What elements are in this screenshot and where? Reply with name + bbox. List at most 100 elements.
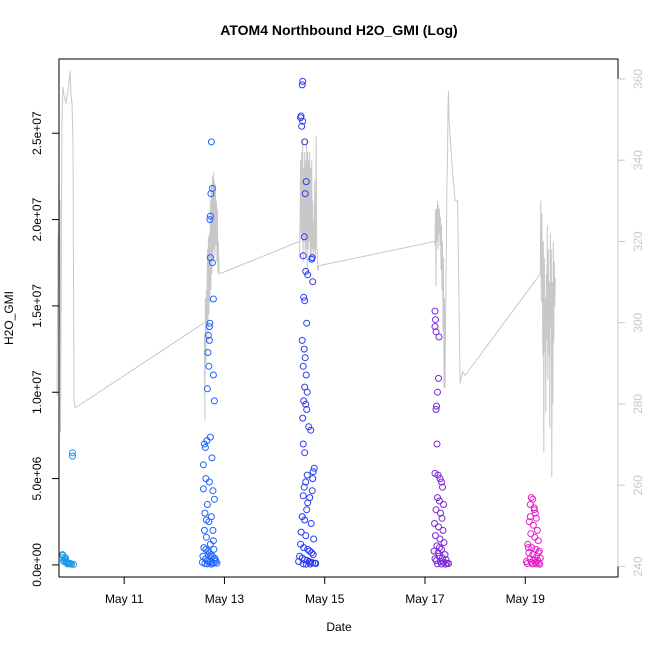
data-point [206, 433, 214, 441]
data-point [303, 388, 311, 396]
data-point [529, 521, 537, 529]
data-point [210, 495, 218, 503]
data-point [432, 532, 439, 540]
data-point [310, 464, 318, 472]
data-point [301, 138, 309, 146]
data-point [438, 514, 446, 522]
data-point [208, 454, 216, 462]
line-segment [464, 273, 541, 376]
y-tick-label-left: 2.0e+07 [30, 197, 44, 241]
data-point [201, 444, 209, 451]
data-point [438, 478, 445, 486]
data-point [434, 494, 441, 502]
data-point [536, 560, 544, 568]
x-tick-label: May 11 [105, 592, 144, 606]
y-axis-label: H2O_GMI [2, 291, 16, 345]
data-point [436, 497, 443, 505]
data-point [304, 545, 312, 553]
line-segment [74, 322, 205, 409]
data-point [525, 518, 533, 526]
data-point [301, 516, 309, 524]
data-point [440, 501, 447, 508]
data-point [299, 560, 307, 568]
chart-title: ATOM4 Northbound H2O_GMI (Log) [220, 22, 457, 38]
data-point [531, 559, 539, 567]
data-point [203, 560, 211, 568]
data-point [309, 551, 317, 559]
data-point [209, 371, 217, 379]
data-point [204, 349, 212, 356]
data-point [308, 487, 316, 495]
data-point [200, 544, 208, 552]
data-point [533, 526, 541, 534]
data-point [70, 560, 77, 568]
data-point [209, 295, 217, 303]
data-point [526, 501, 534, 508]
data-point [309, 475, 317, 483]
data-point [433, 440, 441, 448]
data-point [301, 297, 309, 305]
data-point [305, 423, 313, 431]
data-point [534, 549, 542, 557]
data-point [432, 406, 440, 413]
data-point [302, 400, 310, 408]
data-point [298, 122, 306, 130]
data-point [302, 560, 310, 568]
data-point [309, 559, 317, 567]
data-point [69, 452, 76, 460]
data-point [523, 560, 531, 567]
data-point [435, 333, 443, 341]
data-point [205, 362, 213, 370]
data-point [199, 461, 207, 469]
y-axis-right: 240 260 280 300 320 340 360 [617, 69, 645, 576]
data-point [210, 397, 218, 405]
y-tick-label-right: 320 [631, 231, 645, 251]
data-point [528, 560, 536, 568]
data-point [209, 537, 217, 545]
data-point [434, 560, 441, 568]
data-point [307, 426, 315, 434]
data-point [205, 323, 213, 331]
data-point [199, 485, 207, 493]
data-point [301, 354, 309, 362]
data-point [205, 336, 213, 344]
data-point [207, 190, 215, 198]
scatter-series [59, 77, 544, 568]
data-point [207, 138, 215, 146]
data-point [435, 523, 442, 531]
data-point [300, 483, 308, 491]
data-point [209, 526, 217, 534]
x-tick-label: May 19 [506, 592, 546, 606]
x-tick-label: May 17 [405, 592, 445, 606]
data-point [206, 319, 214, 327]
data-point [526, 513, 534, 521]
data-point [309, 468, 317, 476]
data-point [432, 316, 439, 324]
data-point [297, 114, 305, 122]
y-tick-label-left: 1.5e+07 [30, 284, 44, 328]
data-point [527, 558, 535, 566]
data-point [531, 533, 539, 541]
x-axis: May 11 May 13 May 15 May 17 May 19 [105, 576, 546, 606]
y-tick-label-right: 300 [631, 312, 645, 332]
data-point [303, 471, 311, 479]
data-point [203, 501, 211, 508]
data-point [302, 371, 310, 379]
data-point [445, 560, 452, 567]
data-point [67, 559, 74, 567]
data-point [434, 471, 442, 479]
data-point [299, 117, 307, 125]
data-point [298, 81, 306, 89]
data-point [203, 437, 211, 445]
data-point [528, 544, 536, 552]
data-point [524, 540, 532, 548]
data-point [439, 483, 446, 491]
y-tick-label-right: 340 [631, 150, 645, 170]
data-point [431, 307, 439, 315]
data-point [310, 535, 318, 543]
data-point [442, 560, 449, 568]
data-point [527, 530, 535, 538]
data-point [303, 506, 311, 514]
data-point [532, 560, 540, 568]
